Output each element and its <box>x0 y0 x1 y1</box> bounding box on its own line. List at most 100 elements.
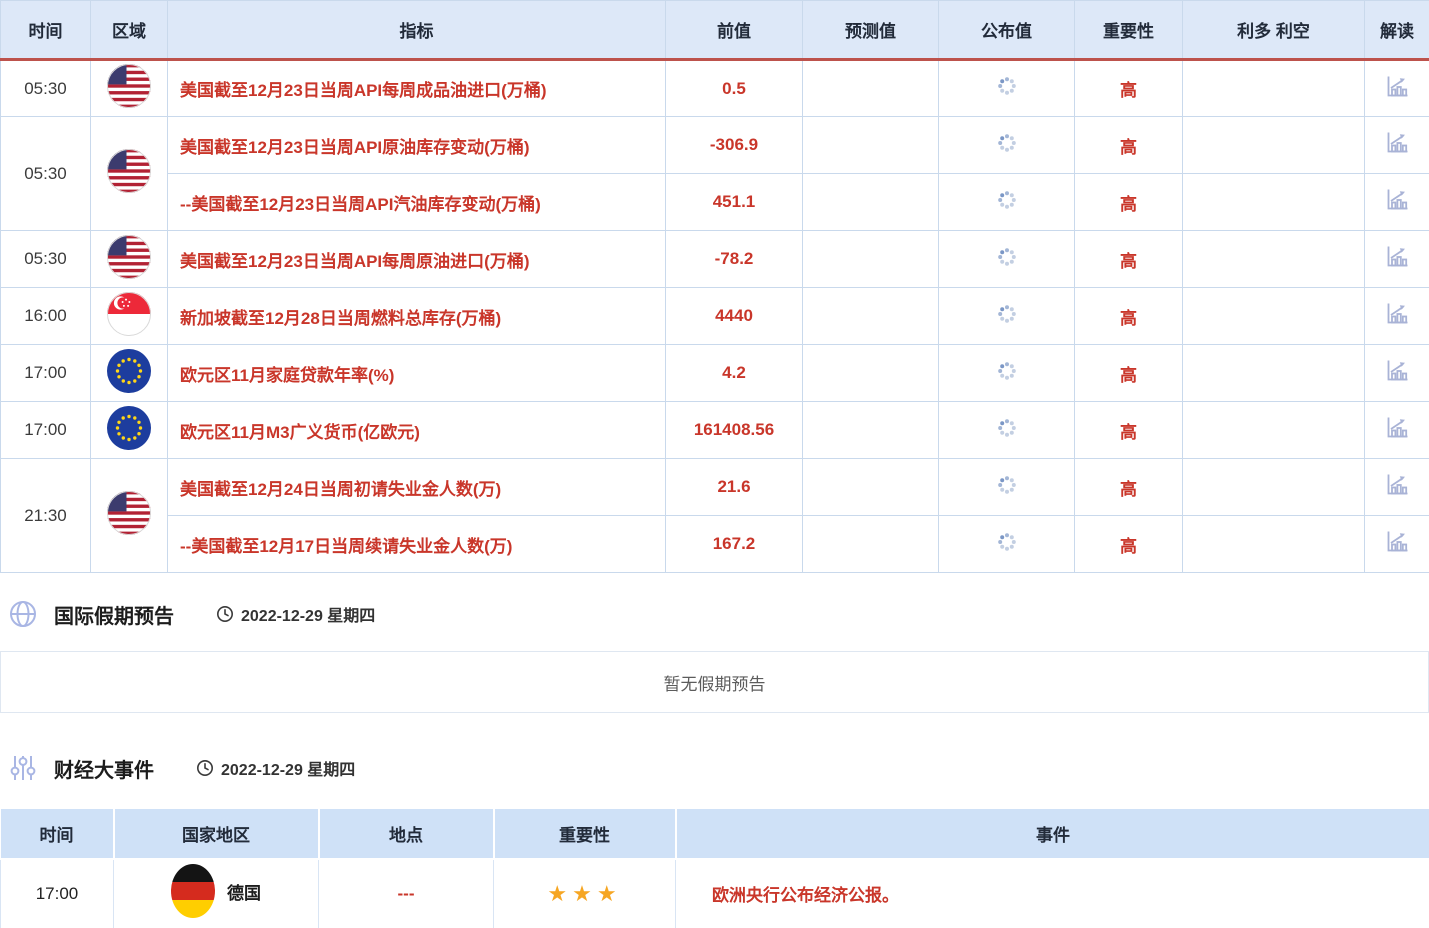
time-cell: 05:30 <box>0 230 91 288</box>
time-cell: 21:30 <box>0 458 91 573</box>
importance-cell: 高 <box>1074 287 1183 345</box>
previous-value: 451.1 <box>665 173 803 231</box>
globe-icon <box>8 599 38 629</box>
previous-value: 167.2 <box>665 515 803 573</box>
calendar-row: 05:30 美国截至12月23日当周API每周原油进口(万桶) -78.2 高 <box>0 230 1429 288</box>
published-value <box>938 515 1075 573</box>
economic-calendar-table: 时间 区域 指标 前值 预测值 公布值 重要性 利多 利空 解读 05:30 美国截至12月23日… <box>0 0 1429 573</box>
interpretation-cell <box>1364 458 1429 516</box>
interpretation-cell <box>1364 401 1429 459</box>
indicator-link[interactable]: --美国截至12月23日当周API汽油库存变动(万桶) <box>167 173 666 231</box>
event-time-cell: 17:00 <box>0 858 114 928</box>
forecast-value <box>802 287 939 345</box>
calendar-row: 21:30 美国截至12月24日当周初请失业金人数(万) 21.6 高 <box>0 458 1429 573</box>
sg-flag <box>107 291 151 336</box>
bulls-bears-cell <box>1182 515 1365 573</box>
bar-chart-icon[interactable] <box>1384 301 1410 326</box>
event-text: 欧洲央行公布经济公报。 <box>675 858 1429 928</box>
forecast-value <box>802 59 939 117</box>
importance-cell: 高 <box>1074 230 1183 288</box>
bar-chart-icon[interactable] <box>1384 130 1410 155</box>
bar-chart-icon[interactable] <box>1384 244 1410 269</box>
column-header-1: 时间 <box>0 0 91 61</box>
calendar-row: 17:00 欧元区11月M3广义货币(亿欧元) 161408.56 高 <box>0 401 1429 459</box>
bulls-bears-cell <box>1182 173 1365 231</box>
region-cell <box>90 401 168 459</box>
holiday-section-title: 国际假期预告 <box>54 605 174 628</box>
published-value <box>938 173 1075 231</box>
indicator-link[interactable]: --美国截至12月17日当周续请失业金人数(万) <box>167 515 666 573</box>
indicator-link[interactable]: 美国截至12月23日当周API原油库存变动(万桶) <box>167 116 666 174</box>
us-flag <box>107 64 151 108</box>
bar-chart-icon[interactable] <box>1384 415 1410 440</box>
event-country-cell: 德国 <box>113 858 319 928</box>
star-icon: ★★★ <box>547 880 622 906</box>
eu-flag <box>107 348 151 393</box>
events-body: 17:00 德国 --- ★★★ 欧洲央行公布经济公报。 <box>0 858 1429 928</box>
forecast-value <box>802 401 939 459</box>
column-header-4: 前值 <box>665 0 803 61</box>
indicator-link[interactable]: 欧元区11月M3广义货币(亿欧元) <box>167 401 666 459</box>
forecast-value <box>802 116 939 174</box>
indicator-link[interactable]: 欧元区11月家庭贷款年率(%) <box>167 344 666 402</box>
published-value <box>938 116 1075 174</box>
indicator-link[interactable]: 美国截至12月23日当周API每周成品油进口(万桶) <box>167 59 666 117</box>
clock-icon <box>216 605 234 623</box>
interpretation-cell <box>1364 344 1429 402</box>
loading-spinner-icon <box>996 75 1018 97</box>
eu-flag <box>107 405 151 450</box>
event-importance-cell: ★★★ <box>493 858 676 928</box>
time-cell: 16:00 <box>0 287 91 345</box>
published-value <box>938 344 1075 402</box>
time-cell: 05:30 <box>0 116 91 231</box>
events-column-header-1: 时间 <box>0 809 114 859</box>
interpretation-cell <box>1364 230 1429 288</box>
column-header-5: 预测值 <box>802 0 939 61</box>
holiday-date-label: 2022-12-29 星期四 <box>241 608 376 625</box>
bulls-bears-cell <box>1182 287 1365 345</box>
de-flag <box>171 864 215 919</box>
bar-chart-icon[interactable] <box>1384 472 1410 497</box>
bulls-bears-cell <box>1182 59 1365 117</box>
calendar-header: 时间 区域 指标 前值 预测值 公布值 重要性 利多 利空 解读 <box>0 0 1429 61</box>
published-value <box>938 401 1075 459</box>
forecast-value <box>802 230 939 288</box>
region-cell <box>90 458 168 573</box>
column-header-9: 解读 <box>1364 0 1429 61</box>
column-header-7: 重要性 <box>1074 0 1183 61</box>
clock-icon <box>196 759 214 777</box>
country-name: 德国 <box>227 883 261 903</box>
indicator-link[interactable]: 美国截至12月24日当周初请失业金人数(万) <box>167 458 666 516</box>
calendar-row: --美国截至12月17日当周续请失业金人数(万) 167.2 高 <box>1 515 1429 573</box>
bulls-bears-cell <box>1182 116 1365 174</box>
indicator-link[interactable]: 新加坡截至12月28日当周燃料总库存(万桶) <box>167 287 666 345</box>
calendar-row: 16:00 新加坡截至12月28日当周燃料总库存(万桶) 4440 高 <box>0 287 1429 345</box>
events-column-header-5: 事件 <box>674 809 1429 859</box>
bar-chart-icon[interactable] <box>1384 529 1410 554</box>
interpretation-cell <box>1364 515 1429 573</box>
time-cell: 17:00 <box>0 344 91 402</box>
bar-chart-icon[interactable] <box>1384 358 1410 383</box>
published-value <box>938 59 1075 117</box>
previous-value: -78.2 <box>665 230 803 288</box>
importance-cell: 高 <box>1074 344 1183 402</box>
us-flag <box>107 491 151 535</box>
importance-cell: 高 <box>1074 458 1183 516</box>
published-value <box>938 458 1075 516</box>
previous-value: 4.2 <box>665 344 803 402</box>
calendar-header-row: 时间 区域 指标 前值 预测值 公布值 重要性 利多 利空 解读 <box>0 0 1429 61</box>
holiday-date: 2022-12-29 星期四 <box>216 602 375 626</box>
events-column-header-4: 重要性 <box>492 809 676 859</box>
indicator-link[interactable]: 美国截至12月23日当周API每周原油进口(万桶) <box>167 230 666 288</box>
bar-chart-icon[interactable] <box>1384 74 1410 99</box>
published-value <box>938 287 1075 345</box>
region-cell <box>90 344 168 402</box>
holiday-section-header: 国际假期预告 2022-12-29 星期四 <box>0 597 1429 631</box>
bar-chart-icon[interactable] <box>1384 187 1410 212</box>
events-header-row: 时间 国家地区 地点 重要性 事件 <box>0 809 1429 859</box>
loading-spinner-icon <box>996 417 1018 439</box>
loading-spinner-icon <box>996 189 1018 211</box>
published-value <box>938 230 1075 288</box>
previous-value: 0.5 <box>665 59 803 117</box>
